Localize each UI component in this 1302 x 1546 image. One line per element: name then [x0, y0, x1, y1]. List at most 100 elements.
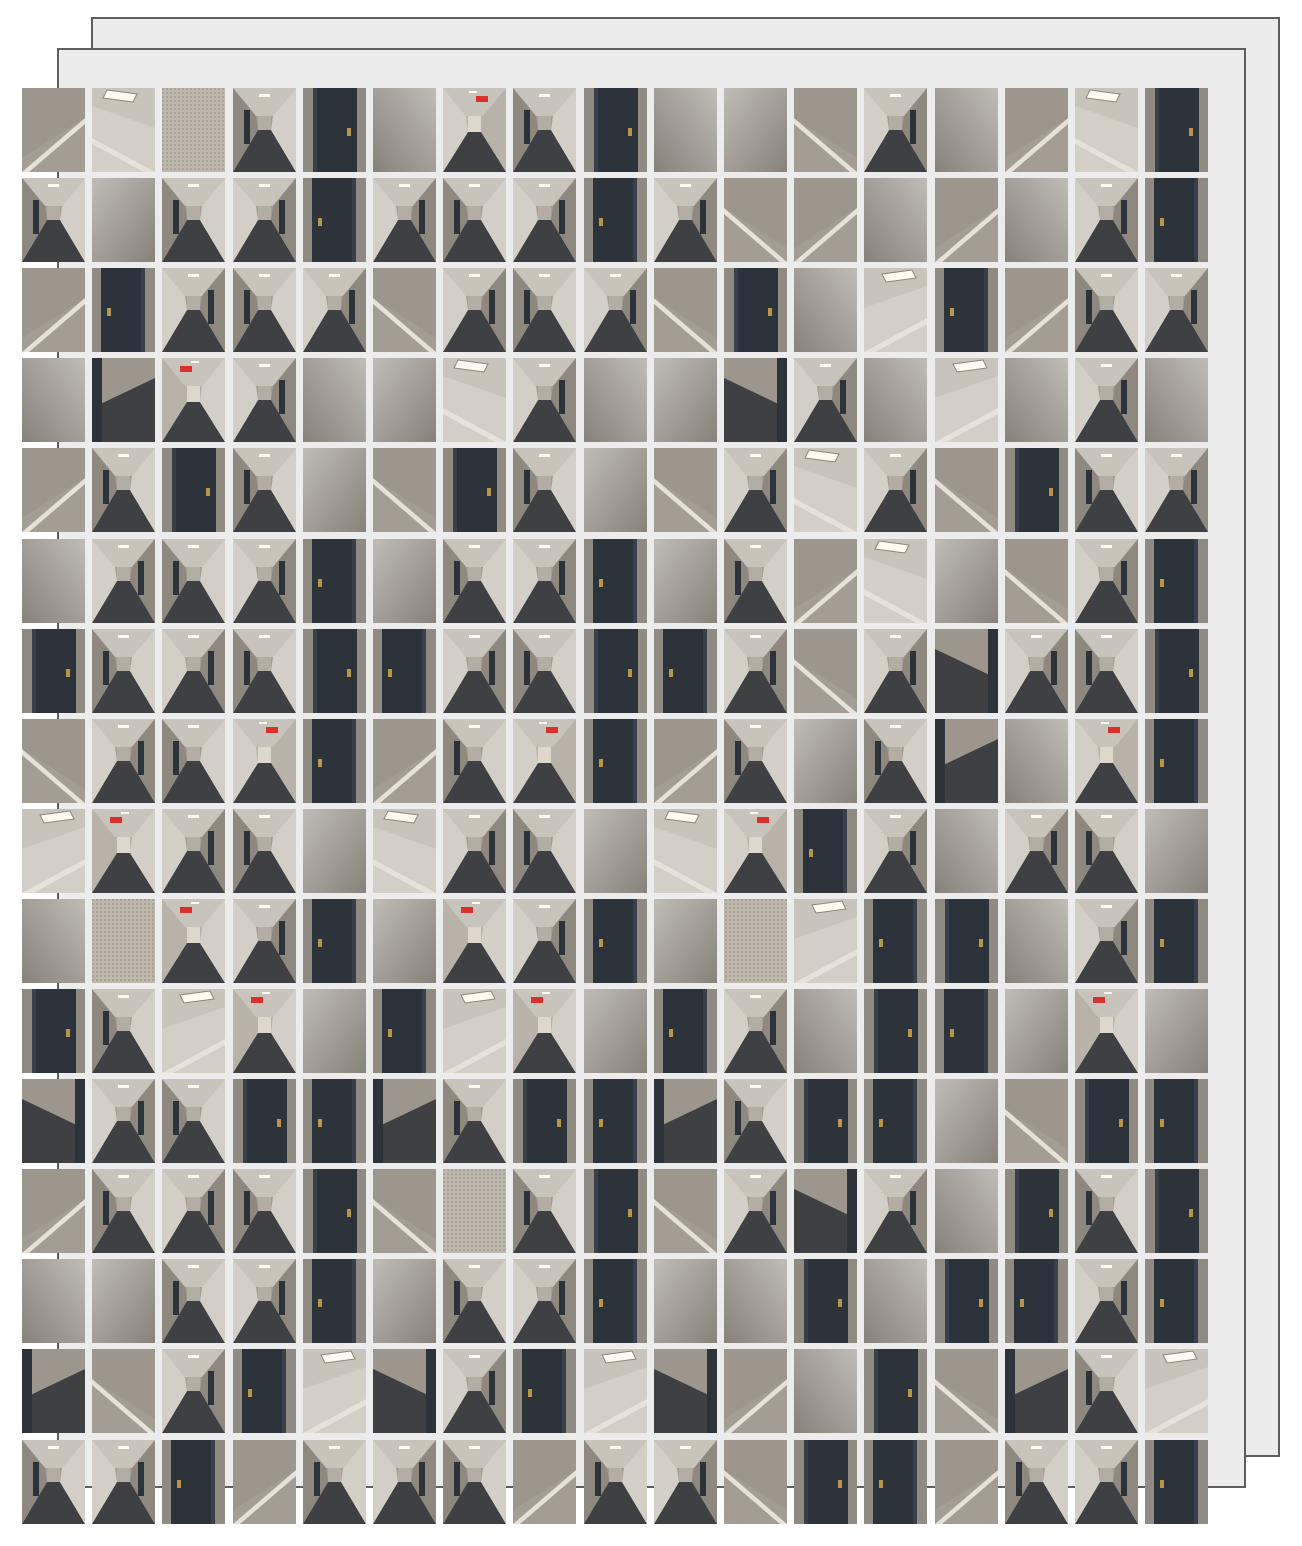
photo-tile-door-closeup: [654, 989, 717, 1073]
photo-tile-plain-wall: [1145, 989, 1208, 1073]
photo-tile-hallway-view: [513, 448, 576, 532]
photo-tile-plain-wall: [935, 809, 998, 893]
photo-tile-wall-corner: [1005, 88, 1068, 172]
photo-tile-plain-wall: [1005, 989, 1068, 1073]
photo-tile-door-closeup: [1145, 1169, 1208, 1253]
photo-tile-hallway-view: [1145, 448, 1208, 532]
photo-tile-wall-corner: [233, 1440, 296, 1524]
photo-tile-carpet-floor: [654, 1079, 717, 1163]
photo-tile-ceiling-light: [162, 989, 225, 1073]
photo-tile-exit-hallway: [443, 88, 506, 172]
photo-tile-plain-wall: [303, 989, 366, 1073]
photo-tile-plain-wall: [935, 539, 998, 623]
photo-tile-plain-wall: [303, 448, 366, 532]
photo-tile-door-closeup: [584, 719, 647, 803]
photo-tile-hallway-view: [864, 719, 927, 803]
photo-tile-door-closeup: [935, 989, 998, 1073]
photo-tile-door-closeup: [303, 719, 366, 803]
photo-tile-wall-corner: [794, 88, 857, 172]
photo-tile-hallway-view: [162, 178, 225, 262]
photo-tile-wall-corner: [1005, 268, 1068, 352]
photo-tile-door-closeup: [654, 629, 717, 713]
photo-tile-hallway-view: [584, 268, 647, 352]
photo-tile-plain-wall: [654, 1259, 717, 1343]
photo-tile-door-closeup: [303, 1259, 366, 1343]
photo-tile-hallway-view: [1075, 358, 1138, 442]
photo-tile-plain-wall: [935, 1169, 998, 1253]
photo-tile-wall-corner: [724, 1440, 787, 1524]
photo-tile-door-closeup: [303, 178, 366, 262]
photo-tile-hallway-view: [233, 358, 296, 442]
photo-tile-plain-wall: [373, 899, 436, 983]
photo-tile-plain-wall: [864, 358, 927, 442]
photo-tile-door-closeup: [443, 448, 506, 532]
photo-tile-hallway-view: [162, 1349, 225, 1433]
photo-tile-ceiling-light: [864, 268, 927, 352]
photo-tile-hallway-view: [724, 989, 787, 1073]
photo-tile-plain-wall: [794, 719, 857, 803]
photo-tile-hallway-view: [92, 448, 155, 532]
photo-tile-hallway-view: [92, 629, 155, 713]
photo-tile-wall-corner: [373, 448, 436, 532]
photo-tile-ceiling-light: [443, 989, 506, 1073]
photo-tile-hallway-view: [513, 899, 576, 983]
photo-tile-ceiling-light: [794, 899, 857, 983]
photo-tile-door-closeup: [1005, 1259, 1068, 1343]
photo-tile-exit-hallway: [1075, 719, 1138, 803]
photo-tile-exit-hallway: [162, 899, 225, 983]
photo-tile-wall-corner: [935, 1440, 998, 1524]
photo-tile-wall-corner: [654, 268, 717, 352]
photo-tile-exit-hallway: [513, 719, 576, 803]
photo-tile-hallway-view: [1005, 1440, 1068, 1524]
photo-tile-wall-corner: [92, 1349, 155, 1433]
photo-tile-plain-wall: [584, 358, 647, 442]
photo-tile-plain-wall: [724, 1259, 787, 1343]
photo-tile-hallway-view: [92, 1079, 155, 1163]
photo-tile-wall-corner: [373, 1169, 436, 1253]
photo-tile-hallway-view: [724, 629, 787, 713]
photo-tile-door-closeup: [1145, 1259, 1208, 1343]
photo-tile-door-closeup: [584, 629, 647, 713]
photo-tile-hallway-view: [233, 1259, 296, 1343]
photo-tile-carpet-floor: [92, 358, 155, 442]
photo-tile-wall-corner: [1005, 1079, 1068, 1163]
photo-tile-wall-corner: [794, 629, 857, 713]
photo-tile-ceiling-light: [584, 1349, 647, 1433]
photo-tile-door-closeup: [303, 1169, 366, 1253]
photo-tile-hallway-view: [92, 1169, 155, 1253]
photo-tile-hallway-view: [724, 1169, 787, 1253]
photo-tile-hallway-view: [654, 1440, 717, 1524]
photo-tile-plain-wall: [654, 539, 717, 623]
photo-tile-textured-wall: [162, 88, 225, 172]
photo-tile-carpet-floor: [794, 1169, 857, 1253]
photo-tile-wall-corner: [935, 448, 998, 532]
photo-tile-door-closeup: [162, 1440, 225, 1524]
photo-tile-door-closeup: [1145, 1079, 1208, 1163]
photo-tile-ceiling-light: [1075, 88, 1138, 172]
photo-tile-hallway-view: [233, 88, 296, 172]
photo-tile-hallway-view: [92, 989, 155, 1073]
photo-tile-door-closeup: [303, 88, 366, 172]
photo-tile-ceiling-light: [22, 809, 85, 893]
photo-tile-door-closeup: [303, 539, 366, 623]
photo-tile-hallway-view: [22, 178, 85, 262]
photo-tile-door-closeup: [1005, 448, 1068, 532]
photo-tile-hallway-view: [1075, 1440, 1138, 1524]
photo-tile-plain-wall: [1145, 809, 1208, 893]
photo-tile-hallway-view: [654, 178, 717, 262]
photo-tile-door-closeup: [1145, 719, 1208, 803]
photo-tile-door-closeup: [303, 629, 366, 713]
photo-tile-exit-hallway: [513, 989, 576, 1073]
photo-tile-hallway-view: [513, 268, 576, 352]
photo-tile-plain-wall: [724, 88, 787, 172]
photo-tile-hallway-view: [162, 809, 225, 893]
photo-tile-plain-wall: [373, 1259, 436, 1343]
photo-tile-plain-wall: [303, 358, 366, 442]
photo-tile-hallway-view: [162, 629, 225, 713]
photo-tile-hallway-view: [162, 1259, 225, 1343]
photo-tile-plain-wall: [92, 178, 155, 262]
photo-tile-ceiling-light: [92, 88, 155, 172]
photo-tile-door-closeup: [1145, 1440, 1208, 1524]
photo-tile-hallway-view: [233, 629, 296, 713]
photo-tile-wall-corner: [935, 178, 998, 262]
